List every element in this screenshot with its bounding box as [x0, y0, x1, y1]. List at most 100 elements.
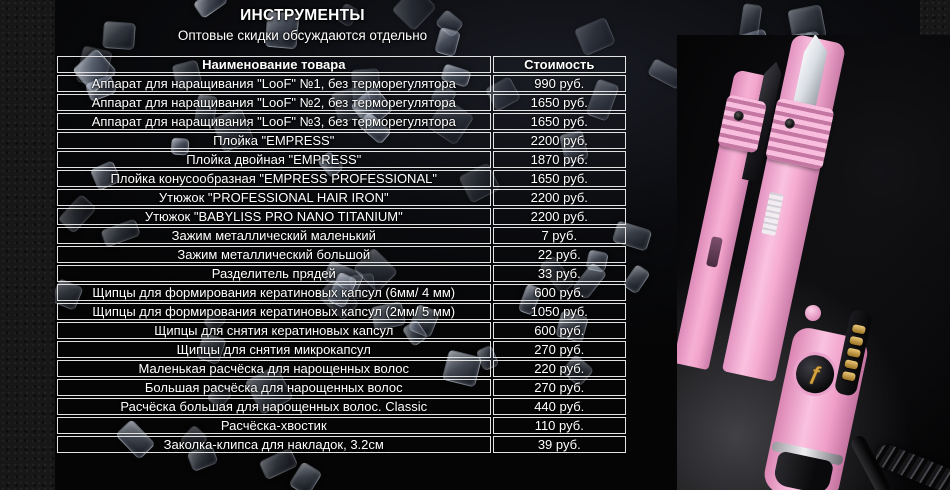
product-name: Расчёска-хвостик — [220, 418, 327, 433]
iron-pivot-pin — [803, 303, 823, 323]
control-button — [848, 335, 864, 347]
price-cell: 33 руб. — [492, 265, 626, 282]
price-cell: 990 руб. — [492, 75, 626, 92]
product-name: Щипцы для формирования кератиновых капсу… — [92, 285, 456, 300]
product-name: Плойка двойная "EMPRESS" — [186, 152, 362, 167]
page-header: ИНСТРУМЕНТЫ Оптовые скидки обсуждаются о… — [55, 7, 550, 43]
product-name: Маленькая расчёска для нарощенных волос — [138, 361, 409, 376]
table-row: Плойка двойная "EMPRESS" 1870 руб. — [57, 151, 626, 168]
table-row: Аппарат для наращивания "LooF" №2, без т… — [57, 94, 626, 111]
product-name-cell: Зажим металлический большой — [57, 246, 491, 263]
price-cell: 1650 руб. — [492, 94, 626, 111]
price-cell: 220 руб. — [492, 360, 626, 377]
table-row: Разделитель прядей 33 руб. — [57, 265, 626, 282]
price-cell: 22 руб. — [492, 246, 626, 263]
product-name-cell: Аппарат для наращивания "LooF" №2, без т… — [57, 94, 491, 111]
page-subtitle: Оптовые скидки обсуждаются отдельно — [177, 28, 428, 43]
table-row: Аппарат для наращивания "LooF" №3, без т… — [57, 113, 626, 130]
product-name: Аппарат для наращивания "LooF" №2, без т… — [91, 95, 456, 110]
product-name-cell: Зажим металлический маленький — [57, 227, 491, 244]
label-sticker — [761, 191, 784, 236]
table-row: Щипцы для формирования кератиновых капсу… — [57, 284, 626, 301]
table-row: Зажим металлический большой 22 руб. — [57, 246, 626, 263]
control-button — [843, 359, 859, 370]
table-row: Плойка "EMPRESS" 2200 руб. — [57, 132, 626, 149]
page-title: ИНСТРУМЕНТЫ — [240, 7, 365, 24]
product-name-cell: Щипцы для снятия микрокапсул — [57, 341, 491, 358]
product-name-cell: Разделитель прядей — [57, 265, 491, 282]
product-name: Зажим металлический маленький — [171, 228, 376, 243]
table-row: Расчёска большая для нарощенных волос. C… — [57, 398, 626, 415]
product-name-cell: Плойка конусообразная "EMPRESS PROFESSIO… — [57, 170, 491, 187]
control-button-panel — [833, 308, 874, 398]
column-header-name: Наименование товара — [57, 56, 491, 73]
control-button — [846, 347, 861, 358]
product-name: Плойка конусообразная "EMPRESS PROFESSIO… — [110, 171, 437, 186]
price-table: Наименование товара Стоимость Аппарат дл… — [55, 54, 628, 455]
product-name-cell: Большая расчёска для нарощенных волос — [57, 379, 491, 396]
product-name: Разделитель прядей — [211, 266, 336, 281]
table-row: Щипцы для снятия кератиновых капсул 600 … — [57, 322, 626, 339]
table-row: Плойка конусообразная "EMPRESS PROFESSIO… — [57, 170, 626, 187]
iron-right-ribbed-collar — [765, 97, 835, 171]
dial-logo-icon: ƒ — [807, 361, 823, 386]
product-photo: ƒ — [677, 35, 950, 490]
price-cell: 2200 руб. — [492, 189, 626, 206]
keratin-granule — [573, 16, 617, 57]
product-name-cell: Щипцы для снятия кератиновых капсул — [57, 322, 491, 339]
product-name: Зажим металлический большой — [177, 247, 371, 262]
product-name: Расчёска большая для нарощенных волос. C… — [120, 399, 428, 414]
table-header-row: Наименование товара Стоимость — [57, 56, 626, 73]
column-header-price: Стоимость — [492, 56, 626, 73]
product-name-cell: Расчёска-хвостик — [57, 417, 491, 434]
table-row: Заколка-клипса для накладок, 3.2см 39 ру… — [57, 436, 626, 453]
price-cell: 2200 руб. — [492, 208, 626, 225]
price-cell: 1870 руб. — [492, 151, 626, 168]
product-name: Большая расчёска для нарощенных волос — [144, 380, 403, 395]
product-name-cell: Маленькая расчёска для нарощенных волос — [57, 360, 491, 377]
price-cell: 600 руб. — [492, 322, 626, 339]
product-name-cell: Щипцы для формирования кератиновых капсу… — [57, 284, 491, 301]
table-row: Щипцы для снятия микрокапсул 270 руб. — [57, 341, 626, 358]
product-name: Аппарат для наращивания "LooF" №1, без т… — [91, 76, 456, 91]
temperature-dial: ƒ — [788, 348, 842, 401]
product-name: Аппарат для наращивания "LooF" №3, без т… — [91, 114, 456, 129]
table-row: Зажим металлический маленький 7 руб. — [57, 227, 626, 244]
price-cell: 7 руб. — [492, 227, 626, 244]
control-button — [841, 370, 856, 382]
product-name-cell: Заколка-клипса для накладок, 3.2см — [57, 436, 491, 453]
product-name-cell: Плойка "EMPRESS" — [57, 132, 491, 149]
price-cell: 440 руб. — [492, 398, 626, 415]
product-name: Щипцы для снятия кератиновых капсул — [154, 323, 394, 338]
price-cell: 1650 руб. — [492, 113, 626, 130]
product-name-cell: Утюжок "BABYLISS PRO NANO TITANIUM" — [57, 208, 491, 225]
iron-left-arm-slot — [705, 236, 723, 268]
price-cell: 270 руб. — [492, 379, 626, 396]
table-row: Большая расчёска для нарощенных волос 27… — [57, 379, 626, 396]
control-button — [851, 323, 866, 335]
product-name-cell: Аппарат для наращивания "LooF" №1, без т… — [57, 75, 491, 92]
product-name-cell: Аппарат для наращивания "LooF" №3, без т… — [57, 113, 491, 130]
product-name: Плойка "EMPRESS" — [213, 133, 335, 148]
price-cell: 1050 руб. — [492, 303, 626, 320]
price-table-body: Аппарат для наращивания "LooF" №1, без т… — [57, 75, 626, 453]
table-row: Расчёска-хвостик 110 руб. — [57, 417, 626, 434]
product-name: Утюжок "BABYLISS PRO NANO TITANIUM" — [144, 209, 403, 224]
price-cell: 270 руб. — [492, 341, 626, 358]
table-row: Утюжок "BABYLISS PRO NANO TITANIUM" 2200… — [57, 208, 626, 225]
price-cell: 2200 руб. — [492, 132, 626, 149]
table-row: Щипцы для формирования кератиновых капсу… — [57, 303, 626, 320]
table-row: Аппарат для наращивания "LooF" №1, без т… — [57, 75, 626, 92]
product-name: Заколка-клипса для накладок, 3.2см — [163, 437, 384, 452]
price-cell: 600 руб. — [492, 284, 626, 301]
price-cell: 1650 руб. — [492, 170, 626, 187]
product-name-cell: Плойка двойная "EMPRESS" — [57, 151, 491, 168]
table-row: Утюжок "PROFESSIONAL HAIR IRON" 2200 руб… — [57, 189, 626, 206]
product-name: Утюжок "PROFESSIONAL HAIR IRON" — [158, 190, 389, 205]
product-name: Щипцы для формирования кератиновых капсу… — [92, 304, 456, 319]
product-name: Щипцы для снятия микрокапсул — [176, 342, 371, 357]
price-cell: 39 руб. — [492, 436, 626, 453]
product-name-cell: Утюжок "PROFESSIONAL HAIR IRON" — [57, 189, 491, 206]
table-row: Маленькая расчёска для нарощенных волос … — [57, 360, 626, 377]
product-name-cell: Расчёска большая для нарощенных волос. C… — [57, 398, 491, 415]
